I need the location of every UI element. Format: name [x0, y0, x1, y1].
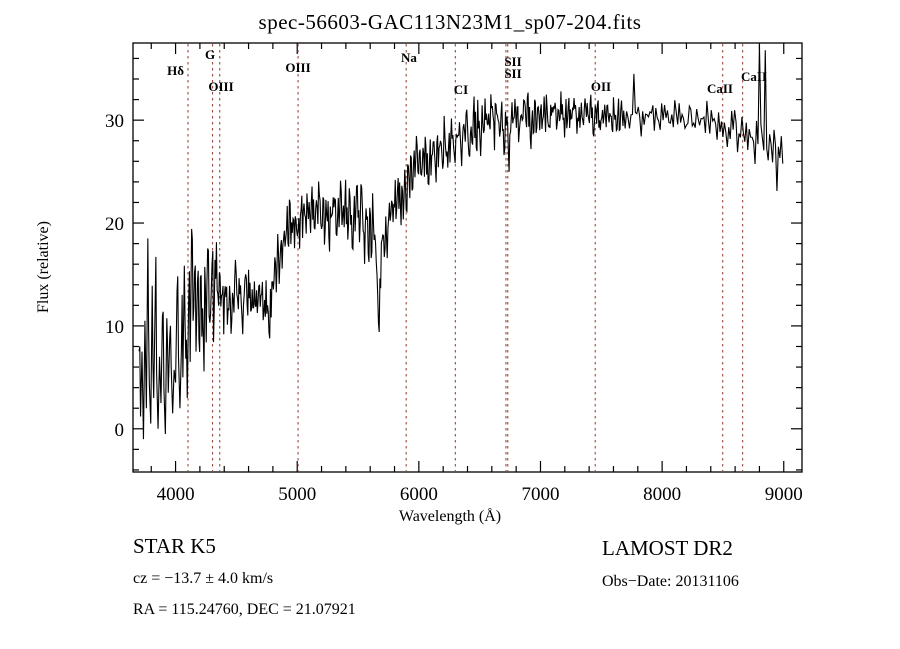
- coordinates-text: RA = 115.24760, DEC = 21.07921: [133, 601, 356, 618]
- spectral-line-label: CaII: [707, 81, 733, 96]
- spectral-line-label: CaII: [741, 69, 767, 84]
- x-tick-label: 4000: [157, 484, 195, 505]
- spectral-line-label: SII: [504, 66, 521, 81]
- spectral-line-label: OIII: [285, 60, 310, 75]
- x-tick-label: 5000: [278, 484, 316, 505]
- x-tick-label: 7000: [521, 484, 559, 505]
- y-tick-label: 20: [105, 214, 124, 235]
- plot-frame: [132, 42, 803, 473]
- spectral-line-label: SII: [504, 54, 521, 69]
- spectral-line-label: OII: [591, 79, 611, 94]
- x-tick-label: 9000: [765, 484, 803, 505]
- flux-trace: [138, 45, 784, 440]
- survey-name-text: LAMOST DR2: [602, 536, 733, 560]
- y-tick-label: 0: [115, 420, 125, 441]
- observation-date-text: Obs−Date: 20131106: [602, 573, 739, 590]
- y-tick-label: 10: [105, 317, 124, 338]
- spectral-line-label: CI: [454, 82, 468, 97]
- x-axis-label: Wavelength (Å): [398, 508, 502, 525]
- spectral-line-label: Na: [401, 50, 417, 65]
- object-class-text: STAR K5: [133, 534, 216, 558]
- spectral-line-label: OIII: [208, 79, 233, 94]
- x-tick-label: 8000: [643, 484, 681, 505]
- y-axis-label: Flux (relative): [35, 221, 52, 313]
- spectral-line-label: Hδ: [167, 63, 184, 78]
- page-title: spec-56603-GAC113N23M1_sp07-204.fits: [258, 10, 642, 34]
- y-tick-label: 30: [105, 111, 124, 132]
- x-tick-label: 6000: [400, 484, 438, 505]
- spectral-line-label: G: [205, 47, 215, 62]
- redshift-velocity-text: cz = −13.7 ± 4.0 km/s: [133, 570, 274, 587]
